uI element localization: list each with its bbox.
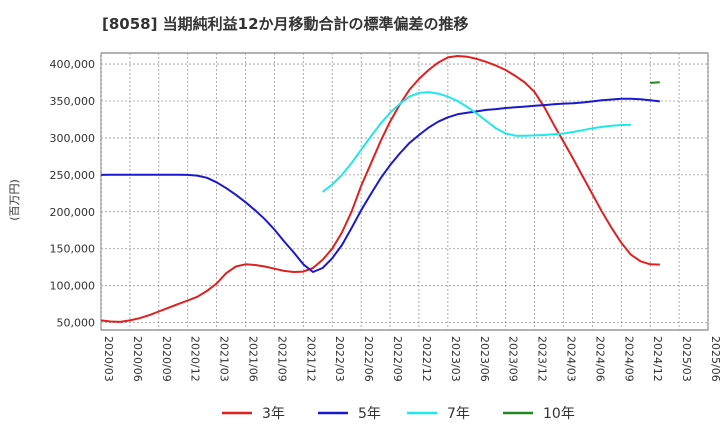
y-axis-ticks: 50,000 100,000 150,000 200,000 250,000 300,00… <box>50 58 96 330</box>
y-tick-label: 250,000 <box>50 169 96 182</box>
x-tick-label: 2025/03 <box>680 336 693 382</box>
x-tick-label: 2022/03 <box>333 336 346 382</box>
x-tick-label: 2020/12 <box>189 336 202 382</box>
x-tick-label: 2023/03 <box>449 336 462 382</box>
y-tick-label: 350,000 <box>50 95 96 108</box>
series-lines <box>100 55 660 323</box>
x-tick-label: 2021/12 <box>304 336 317 382</box>
y-tick-label: 400,000 <box>50 58 96 71</box>
series-line-3 <box>321 91 631 193</box>
legend-label: 3年 <box>262 406 285 422</box>
legend-label: 5年 <box>358 406 381 422</box>
x-tick-label: 2020/09 <box>160 336 173 382</box>
series-line-1 <box>100 55 660 323</box>
x-tick-label: 2025/06 <box>709 336 720 382</box>
series-line-2 <box>100 97 660 273</box>
x-tick-label: 2023/12 <box>536 336 549 382</box>
legend-label: 7年 <box>447 406 470 422</box>
x-tick-label: 2024/06 <box>593 336 606 382</box>
x-tick-label: 2020/03 <box>102 336 115 382</box>
legend: 3年 5年 7年 10年 <box>222 406 575 422</box>
y-tick-label: 300,000 <box>50 132 96 145</box>
x-tick-label: 2022/09 <box>391 336 404 382</box>
x-tick-label: 2021/06 <box>247 336 260 382</box>
y-tick-label: 100,000 <box>50 280 96 293</box>
x-tick-label: 2020/06 <box>131 336 144 382</box>
x-tick-label: 2024/03 <box>564 336 577 382</box>
series-line-4 <box>650 81 660 84</box>
chart-title: [8058] 当期純利益12か月移動合計の標準偏差の推移 <box>102 15 469 33</box>
y-tick-label: 200,000 <box>50 206 96 219</box>
x-tick-label: 2024/09 <box>622 336 635 382</box>
grid <box>100 53 709 330</box>
x-tick-label: 2021/03 <box>218 336 231 382</box>
x-tick-label: 2022/12 <box>420 336 433 382</box>
y-tick-label: 50,000 <box>57 317 96 330</box>
legend-label: 10年 <box>543 406 575 422</box>
y-axis-label: (百万円) <box>8 179 21 221</box>
y-tick-label: 150,000 <box>50 243 96 256</box>
x-axis-ticks: 2020/03 2020/06 2020/09 2020/12 2021/03 2021/… <box>102 336 720 382</box>
x-tick-label: 2023/09 <box>507 336 520 382</box>
x-tick-label: 2022/06 <box>362 336 375 382</box>
x-tick-label: 2021/09 <box>275 336 288 382</box>
x-tick-label: 2024/12 <box>651 336 664 382</box>
x-tick-label: 2023/06 <box>478 336 491 382</box>
plot-area <box>100 52 709 331</box>
